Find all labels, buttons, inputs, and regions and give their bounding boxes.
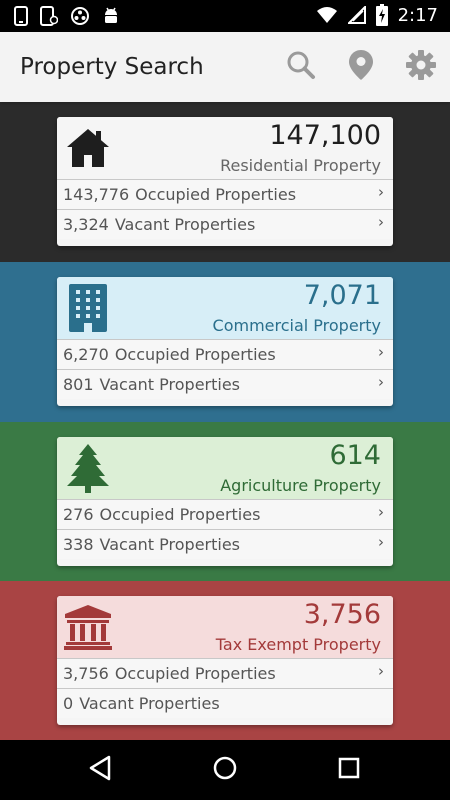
vacant-properties-row[interactable]: 801 Vacant Properties › [57, 369, 393, 399]
commercial-section: 7,071 Commercial Property 6,270 Occupied… [0, 262, 450, 422]
agriculture-card: 614 Agriculture Property 276 Occupied Pr… [57, 437, 393, 566]
house-icon [63, 123, 113, 173]
occupied-count: 143,776 [63, 185, 130, 204]
occupied-label: Occupied Properties [99, 505, 261, 524]
chevron-right-icon: › [378, 662, 384, 680]
search-icon [286, 50, 316, 85]
vacant-label: Vacant Properties [99, 375, 241, 394]
property-type-label: Residential Property [220, 156, 381, 175]
commercial-card: 7,071 Commercial Property 6,270 Occupied… [57, 277, 393, 406]
status-bar: 2:17 [0, 0, 450, 32]
recents-button[interactable] [333, 754, 365, 786]
occupied-label: Occupied Properties [114, 664, 276, 683]
occupied-label: Occupied Properties [114, 345, 276, 364]
back-icon [88, 755, 112, 786]
agriculture-card-header[interactable]: 614 Agriculture Property [57, 437, 393, 499]
residential-card-header[interactable]: 147,100 Residential Property [57, 117, 393, 179]
gear-icon [405, 49, 437, 86]
occupied-count: 6,270 [63, 345, 109, 364]
commercial-card-header[interactable]: 7,071 Commercial Property [57, 277, 393, 339]
occupied-count: 3,756 [63, 664, 109, 683]
vacant-count: 801 [63, 375, 94, 394]
occupied-label: Occupied Properties [135, 185, 297, 204]
property-type-label: Commercial Property [212, 316, 381, 335]
home-button[interactable] [209, 754, 241, 786]
property-type-label: Tax Exempt Property [215, 635, 381, 654]
phone-icon [14, 6, 28, 26]
app-bar: Property Search [0, 32, 450, 102]
circles-icon [70, 6, 90, 26]
system-nav-bar [0, 740, 450, 800]
residential-section: 147,100 Residential Property 143,776 Occ… [0, 102, 450, 262]
vacant-count: 3,324 [63, 215, 109, 234]
vacant-label: Vacant Properties [79, 694, 220, 713]
back-button[interactable] [84, 754, 116, 786]
page-title: Property Search [20, 54, 204, 80]
occupied-properties-row[interactable]: 6,270 Occupied Properties › [57, 339, 393, 369]
chevron-right-icon: › [378, 533, 384, 551]
android-icon [102, 6, 120, 26]
clock: 2:17 [397, 4, 438, 26]
property-count: 3,756 [303, 599, 381, 630]
wifi-icon [316, 6, 338, 24]
property-count: 7,071 [303, 280, 381, 311]
vacant-properties-row[interactable]: 3,324 Vacant Properties › [57, 209, 393, 239]
agriculture-section: 614 Agriculture Property 276 Occupied Pr… [0, 422, 450, 582]
vacant-properties-row: 0 Vacant Properties [57, 688, 393, 718]
location-button[interactable] [344, 49, 378, 86]
recents-icon [338, 757, 360, 784]
occupied-properties-row[interactable]: 143,776 Occupied Properties › [57, 179, 393, 209]
phone-sync-icon [40, 6, 58, 26]
residential-card: 147,100 Residential Property 143,776 Occ… [57, 117, 393, 246]
occupied-properties-row[interactable]: 276 Occupied Properties › [57, 499, 393, 529]
chevron-right-icon: › [378, 503, 384, 521]
chevron-right-icon: › [378, 183, 384, 201]
vacant-label: Vacant Properties [114, 215, 256, 234]
signal-icon [347, 6, 366, 24]
occupied-count: 276 [63, 505, 94, 524]
tax-exempt-section: 3,756 Tax Exempt Property 3,756 Occupied… [0, 581, 450, 740]
tax-exempt-card: 3,756 Tax Exempt Property 3,756 Occupied… [57, 596, 393, 725]
property-type-label: Agriculture Property [220, 476, 381, 495]
chevron-right-icon: › [378, 213, 384, 231]
settings-button[interactable] [404, 49, 438, 86]
vacant-properties-row[interactable]: 338 Vacant Properties › [57, 529, 393, 559]
office-building-icon [63, 283, 113, 333]
vacant-label: Vacant Properties [99, 535, 241, 554]
location-pin-icon [348, 49, 374, 86]
chevron-right-icon: › [378, 343, 384, 361]
tree-icon [63, 443, 113, 493]
property-count: 147,100 [269, 120, 381, 151]
battery-charging-icon [375, 4, 388, 26]
occupied-properties-row[interactable]: 3,756 Occupied Properties › [57, 658, 393, 688]
government-building-icon [63, 602, 113, 652]
home-icon [212, 755, 238, 786]
search-button[interactable] [284, 50, 318, 84]
property-count: 614 [329, 440, 381, 471]
tax-exempt-card-header[interactable]: 3,756 Tax Exempt Property [57, 596, 393, 658]
chevron-right-icon: › [378, 373, 384, 391]
vacant-count: 0 [63, 694, 74, 713]
vacant-count: 338 [63, 535, 94, 554]
